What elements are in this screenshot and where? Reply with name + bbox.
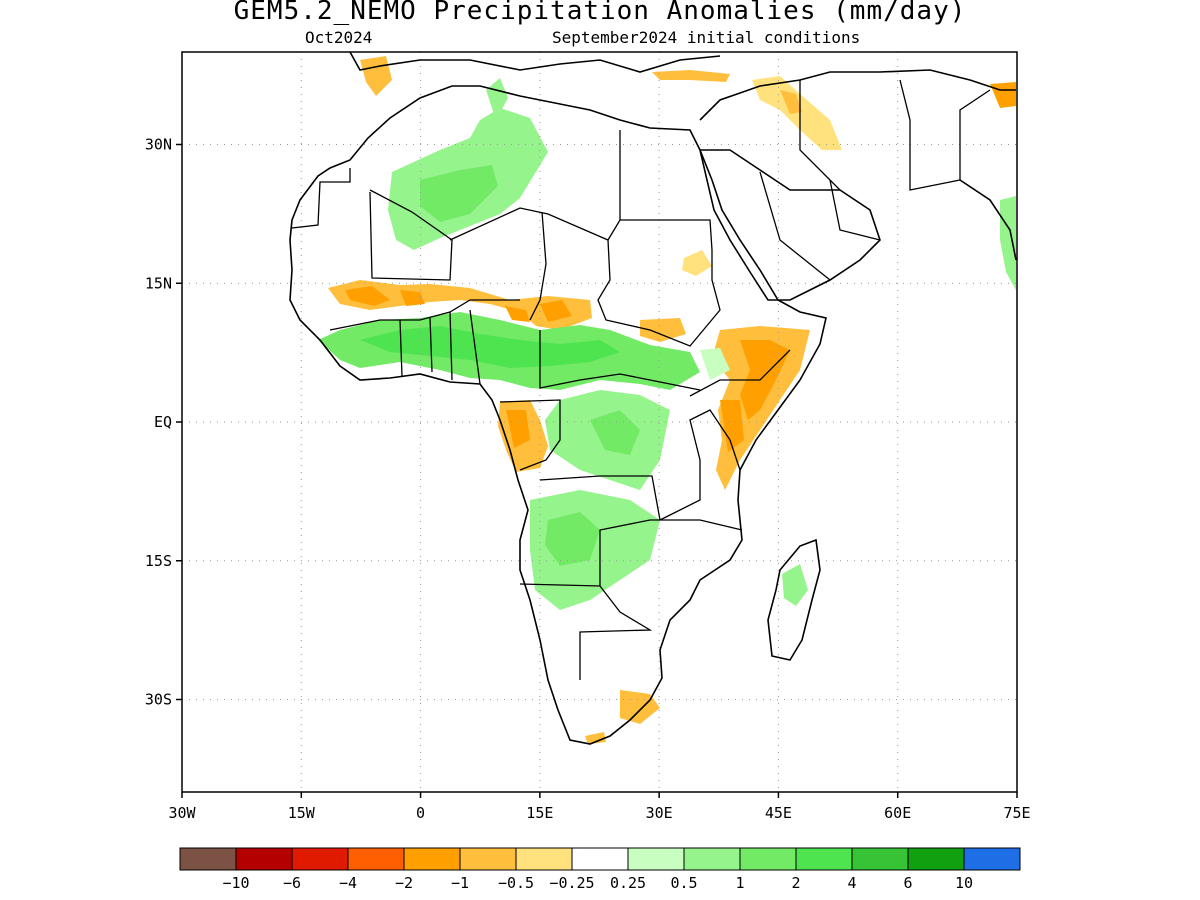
colorbar-swatch [459,847,517,871]
anomaly-dry-south-africa [620,690,660,724]
colorbar-label: 10 [955,874,973,892]
lon-tick-label: 30W [168,804,196,822]
anomaly-dry-iran [752,76,842,150]
colorbar-label: −6 [283,874,301,892]
lat-tick-label: 15N [145,274,172,292]
lon-tick-label: 45E [765,804,792,822]
colorbar-label: −0.5 [498,874,534,892]
anomaly-wet-angola-core [545,512,600,566]
anomaly-dry-sudan [682,250,712,276]
colorbar-label: −10 [222,874,249,892]
coastlines [289,52,1017,745]
lat-tick-label: 30N [145,136,172,154]
colorbar-label: 4 [847,874,856,892]
chart-title: GEM5.2_NEMO Precipitation Anomalies (mm/… [233,0,967,26]
colorbar-swatch [291,847,349,871]
anomaly-dry-chad [640,318,686,342]
forecast-month: Oct2024 [305,28,373,47]
colorbar-swatch [515,847,573,871]
colorbar-label: −0.25 [549,874,594,892]
anomaly-wet-madagascar [782,564,808,606]
anomaly-dry-turkey [652,70,730,82]
colorbar-swatch [851,847,909,871]
lon-tick-label: 0 [416,804,425,822]
lat-tick-label: 30S [145,691,172,709]
lon-tick-label: 75E [1003,804,1030,822]
colorbar-swatch [683,847,741,871]
colorbar-label: −1 [451,874,469,892]
europe-coast [349,52,721,73]
lat-tick-label: 15S [145,552,172,570]
lat-tick-label: EQ [154,413,172,431]
anomaly-dry-cape [585,732,606,744]
colorbar-swatch [739,847,797,871]
anomaly-dry-sahel-core [345,286,572,322]
colorbar-swatch [963,847,1021,871]
anomaly-wet-west-africa-core [360,326,620,368]
colorbar-swatch [907,847,965,871]
lon-tick-label: 60E [884,804,911,822]
anomaly-dry-morocco [360,56,392,96]
lon-tick-label: 30E [646,804,673,822]
longitude-axis: 30W 15W 0 15E 30E 45E 60E 75E [168,792,1031,822]
anomaly-dry-pakistan [990,82,1016,108]
india-coast [959,179,1017,261]
colorbar-label: 1 [735,874,744,892]
colorbar-label: −4 [339,874,357,892]
colorbar-swatch [347,847,405,871]
latitude-axis: 30N 15N EQ 15S 30S [145,136,182,709]
colorbar-label: 0.25 [610,874,646,892]
colorbar-swatch [235,847,293,871]
anomaly-dry-kenya [720,400,744,452]
graticule [182,52,1017,792]
country-borders [291,79,991,680]
anomaly-wet-sahara-core [420,165,498,222]
middle-east-coast [699,69,1016,121]
anomaly-dry-horn-core [740,340,790,420]
anomaly-shading [318,56,1016,744]
lon-tick-label: 15E [526,804,553,822]
anomaly-dry-sahel [328,280,592,330]
colorbar-swatch [571,847,629,871]
anomaly-dry-iran-core [780,90,802,114]
colorbar-swatch [403,847,461,871]
anomaly-wet-ethiopia [700,348,730,380]
colorbar-label: 2 [791,874,800,892]
africa-coastline [289,85,827,745]
anomaly-wet-congo-core [590,410,640,455]
initial-conditions: September2024 initial conditions [552,28,861,47]
colorbar [179,847,1021,871]
madagascar-coastline [767,538,821,661]
arabia-coastline [698,149,881,301]
anomaly-wet-india [1000,196,1016,290]
colorbar-label: 0.5 [670,874,697,892]
colorbar-swatch [795,847,853,871]
lon-tick-label: 15W [288,804,316,822]
colorbar-swatch [627,847,685,871]
colorbar-swatch [179,847,237,871]
colorbar-labels: −10 −6 −4 −2 −1 −0.5 −0.25 0.25 0.5 1 2 4 6 10 [222,874,973,892]
anomaly-dry-gabon-core [506,410,530,448]
colorbar-label: 6 [903,874,912,892]
colorbar-label: −2 [395,874,413,892]
